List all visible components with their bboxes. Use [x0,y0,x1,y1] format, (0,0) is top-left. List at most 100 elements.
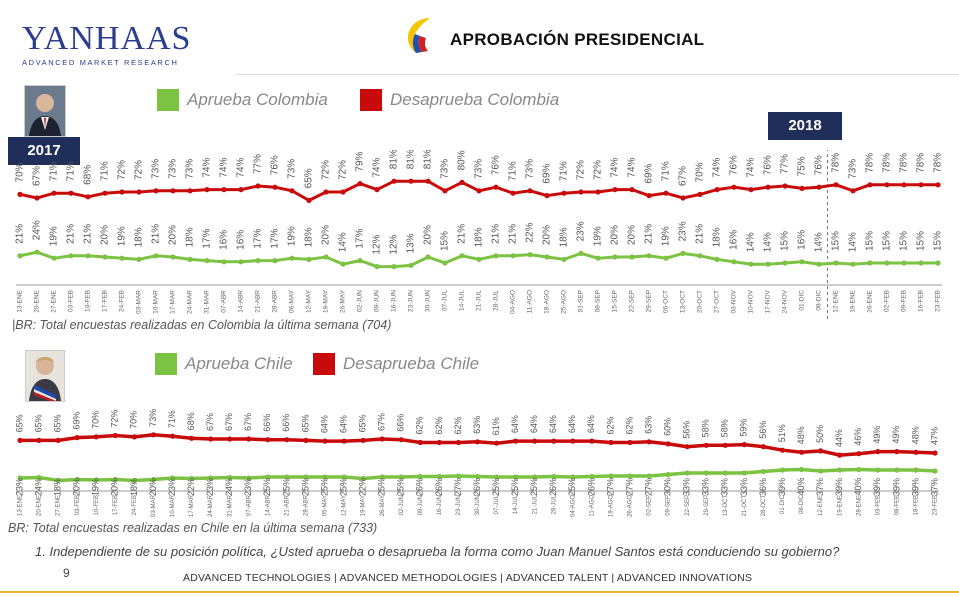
approve-point [322,474,328,480]
colombia-base-note: |BR: Total encuestas realizadas en Colom… [12,318,392,332]
disapprove-point [798,449,805,455]
data-label: 15% [882,231,893,251]
approve-point [722,470,728,476]
data-label: 19% [593,226,604,246]
data-label: 77% [253,154,264,174]
data-label: 62% [605,416,615,434]
data-label: 81% [406,150,417,169]
x-tick-label: 01-SEP [578,290,585,312]
data-label: 47% [929,427,939,445]
disapprove-point [153,188,159,194]
approve-point [544,254,550,260]
approve-point [932,468,938,474]
x-tick-label: 09-JUN [374,290,381,312]
x-tick-label: 21-OCT [742,495,748,517]
data-label: 23% [576,221,587,241]
data-label: 14% [763,232,774,252]
data-label: 69% [644,163,655,183]
approve-point [513,474,519,480]
x-tick-label: 08-SEP [595,290,602,312]
approve-point [798,466,805,473]
data-label: 26% [548,478,558,496]
data-label: 64% [319,415,329,433]
data-label: 40% [796,477,806,495]
approve-point [646,473,652,479]
disapprove-point [204,187,210,193]
x-tick-label: 29-SEP [646,290,653,312]
data-label: 73% [440,159,451,179]
disapprove-point [722,442,728,448]
x-tick-label: 24-FEB [119,290,126,312]
data-label: 71% [559,161,570,181]
x-tick-label: 06-OCT [663,290,670,313]
disapprove-point [894,449,900,455]
data-label: 78% [933,153,944,173]
disapprove-point [357,181,363,187]
data-label: 73% [474,159,485,179]
x-tick-label: 19-ENE [850,289,857,312]
disapprove-point [856,451,862,457]
disapprove-point [570,438,576,444]
x-tick-label: 06-MAY [289,289,296,313]
x-tick-label: 10-NOV [748,289,755,313]
data-label: 71% [508,161,519,181]
data-label: 62% [624,416,634,434]
disapprove-point [684,444,690,450]
x-tick-label: 10-FEB [94,495,100,515]
legend-label: Aprueba Chile [185,354,293,373]
approve-point [379,474,385,480]
data-label: 36% [758,478,768,496]
approve-point [442,260,448,266]
approve-point [818,468,824,474]
disapprove-point [799,185,805,191]
disapprove-point [913,449,919,455]
approve-point [856,466,862,473]
disapprove-point [323,189,329,195]
data-label: 74% [219,157,230,177]
disapprove-point [36,437,42,443]
disapprove-point [131,434,137,440]
x-tick-label: 21-JUL [476,290,483,311]
data-label: 19% [117,226,128,246]
disapprove-point [208,436,214,442]
x-tick-label: 04-AGO [570,495,576,517]
disapprove-point [714,187,720,193]
data-label: 62% [415,416,425,434]
legend-swatch-approve [157,89,179,111]
approve-point [112,476,118,483]
page-title: APROBACIÓN PRESIDENCIAL [450,30,705,49]
data-label: 75% [797,156,808,176]
data-label: 16% [729,230,740,250]
x-tick-label: 15-SEP [612,290,619,312]
data-label: 39% [872,478,882,496]
data-label: 16% [236,230,247,250]
data-label: 73% [148,409,158,427]
approve-point [153,253,159,259]
disapprove-point [102,190,108,196]
disapprove-point [884,182,890,188]
president-photo-colombia [24,85,66,137]
data-label: 67% [377,413,387,431]
data-label: 20% [110,478,120,496]
approve-point [436,473,442,480]
data-label: 21% [83,224,94,244]
disapprove-point [561,190,567,196]
approve-point [459,253,465,259]
data-label: 67% [678,166,689,186]
data-label: 21% [66,224,77,244]
disapprove-point [850,188,856,194]
disapprove-point [255,183,261,189]
x-tick-label: 23-JUN [456,495,462,515]
x-tick-label: 21-JUL [532,494,538,514]
disapprove-point [442,188,448,194]
approve-point [663,255,669,261]
x-tick-label: 26-AGO [628,495,634,517]
legend-label: Desaprueba Chile [343,354,480,373]
approve-point [150,476,157,483]
data-label: 20% [423,225,434,245]
data-label: 14% [746,232,757,252]
x-tick-label: 03-FEB [875,495,881,515]
data-label: 72% [576,160,587,180]
data-label: 17% [270,228,281,248]
data-label: 18% [134,227,145,247]
